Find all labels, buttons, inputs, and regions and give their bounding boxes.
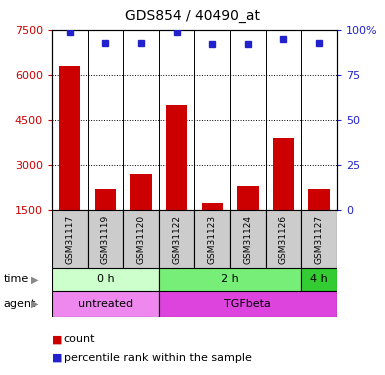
Text: untreated: untreated: [78, 299, 133, 309]
Text: ▶: ▶: [31, 299, 38, 309]
Bar: [237, 186, 259, 255]
Bar: [130, 174, 152, 255]
Bar: [194, 210, 230, 268]
Bar: [52, 291, 159, 317]
Bar: [273, 138, 294, 255]
Bar: [166, 105, 187, 255]
Bar: [52, 268, 159, 291]
Bar: [123, 210, 159, 268]
Bar: [95, 189, 116, 255]
Bar: [88, 210, 123, 268]
Bar: [230, 210, 266, 268]
Bar: [301, 210, 337, 268]
Text: GSM31117: GSM31117: [65, 214, 74, 264]
Text: GSM31127: GSM31127: [315, 214, 323, 264]
Text: GSM31122: GSM31122: [172, 214, 181, 264]
Text: TGFbeta: TGFbeta: [224, 299, 271, 309]
Bar: [301, 268, 337, 291]
Text: GDS854 / 40490_at: GDS854 / 40490_at: [125, 9, 260, 23]
Text: agent: agent: [4, 299, 36, 309]
Bar: [202, 202, 223, 255]
Bar: [159, 291, 337, 317]
Text: 0 h: 0 h: [97, 274, 114, 284]
Text: ▶: ▶: [31, 274, 38, 284]
Text: time: time: [4, 274, 29, 284]
Text: GSM31124: GSM31124: [243, 214, 252, 264]
Bar: [159, 268, 301, 291]
Bar: [308, 189, 330, 255]
Text: count: count: [64, 334, 95, 344]
Bar: [266, 210, 301, 268]
Text: GSM31126: GSM31126: [279, 214, 288, 264]
Bar: [52, 210, 88, 268]
Bar: [159, 210, 194, 268]
Text: GSM31123: GSM31123: [208, 214, 217, 264]
Text: ■: ■: [52, 334, 62, 344]
Text: percentile rank within the sample: percentile rank within the sample: [64, 353, 251, 363]
Text: GSM31120: GSM31120: [137, 214, 146, 264]
Text: 4 h: 4 h: [310, 274, 328, 284]
Bar: [59, 66, 80, 255]
Text: GSM31119: GSM31119: [101, 214, 110, 264]
Text: ■: ■: [52, 353, 62, 363]
Text: 2 h: 2 h: [221, 274, 239, 284]
